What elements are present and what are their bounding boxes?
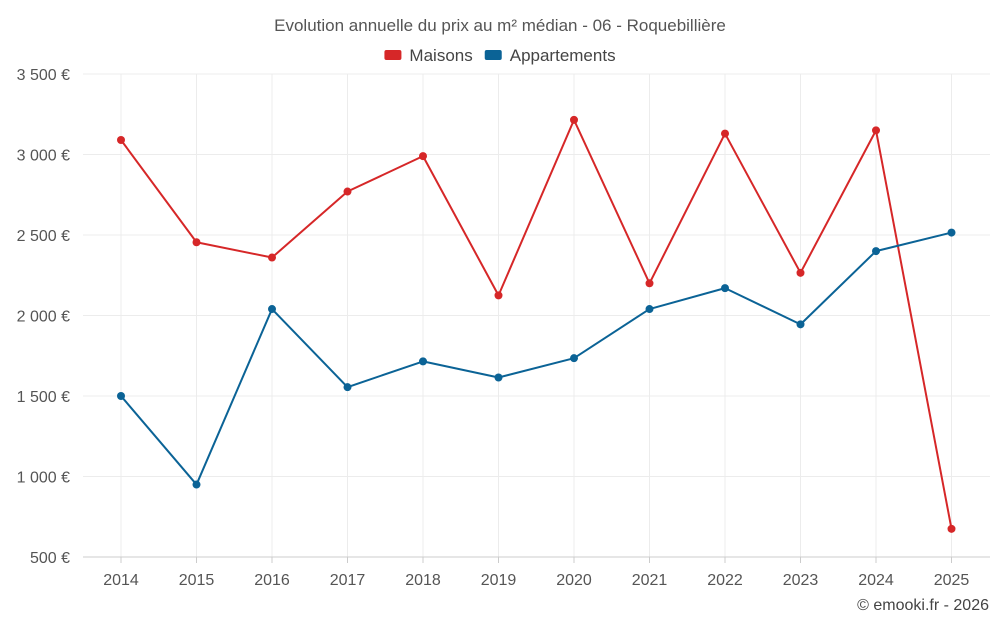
- x-tick-label: 2024: [858, 572, 894, 589]
- x-tick-label: 2018: [405, 572, 441, 589]
- data-point-appartements[interactable]: [570, 354, 578, 363]
- legend: Maisons Appartements: [384, 46, 616, 65]
- x-tick-label: 2019: [481, 572, 517, 589]
- x-axis: 2014 2015 2016 2017 2018 2019 2020 2021 2022 2023…: [83, 556, 990, 589]
- data-point-maisons[interactable]: [343, 187, 352, 196]
- data-point-appartements[interactable]: [947, 228, 956, 237]
- y-tick-label: 1 500 €: [17, 389, 70, 406]
- y-tick-label: 3 500 €: [17, 67, 70, 84]
- data-point-maisons[interactable]: [947, 524, 956, 533]
- series-layer: [117, 115, 956, 533]
- data-point-appartements[interactable]: [117, 392, 125, 400]
- x-tick-label: 2025: [934, 572, 970, 589]
- data-point-maisons[interactable]: [796, 268, 805, 277]
- y-axis: 500 € 1 000 € 1 500 € 2 000 € 2 500 € 3 000 €…: [17, 67, 70, 567]
- data-point-appartements[interactable]: [645, 305, 654, 314]
- data-point-appartements[interactable]: [268, 305, 276, 314]
- y-tick-label: 3 000 €: [17, 148, 70, 165]
- x-tick-label: 2021: [632, 572, 668, 589]
- data-point-maisons[interactable]: [117, 136, 125, 145]
- x-tick-label: 2022: [707, 572, 743, 589]
- y-tick-label: 2 000 €: [17, 309, 70, 326]
- x-tick-label: 2015: [179, 572, 215, 589]
- series-line-appartements: [120, 231, 952, 486]
- x-tick-label: 2014: [103, 572, 139, 589]
- data-point-maisons[interactable]: [872, 126, 880, 135]
- x-tick-label: 2016: [254, 572, 290, 589]
- data-point-appartements[interactable]: [494, 373, 503, 382]
- series-maisons: [117, 115, 956, 533]
- data-point-appartements[interactable]: [872, 247, 880, 256]
- y-tick-label: 500 €: [30, 550, 70, 567]
- data-point-appartements[interactable]: [343, 383, 352, 392]
- data-point-maisons[interactable]: [645, 279, 654, 288]
- data-point-appartements[interactable]: [192, 480, 201, 489]
- data-point-maisons[interactable]: [192, 238, 201, 247]
- legend-swatch-appartements[interactable]: [484, 50, 502, 60]
- data-point-maisons[interactable]: [721, 129, 729, 138]
- x-tick-label: 2023: [783, 572, 819, 589]
- y-tick-label: 2 500 €: [17, 228, 70, 245]
- data-point-appartements[interactable]: [721, 284, 729, 293]
- legend-label-maisons: Maisons: [409, 46, 472, 65]
- y-tick-label: 1 000 €: [17, 470, 70, 487]
- data-point-maisons[interactable]: [570, 115, 578, 124]
- x-tick-label: 2017: [330, 572, 366, 589]
- x-tick-label: 2020: [556, 572, 592, 589]
- grid: [83, 73, 990, 557]
- chart-title: Evolution annuelle du prix au m² médian …: [274, 16, 726, 35]
- series-line-maisons: [120, 118, 953, 530]
- legend-label-appartements: Appartements: [510, 46, 616, 65]
- credit-text: © emooki.fr - 2026: [857, 597, 989, 614]
- data-point-appartements[interactable]: [796, 320, 805, 329]
- data-point-maisons[interactable]: [268, 253, 276, 262]
- legend-swatch-maisons[interactable]: [384, 50, 402, 60]
- data-point-appartements[interactable]: [419, 357, 427, 366]
- data-point-maisons[interactable]: [419, 152, 427, 161]
- data-point-maisons[interactable]: [494, 291, 503, 300]
- series-appartements: [117, 228, 956, 489]
